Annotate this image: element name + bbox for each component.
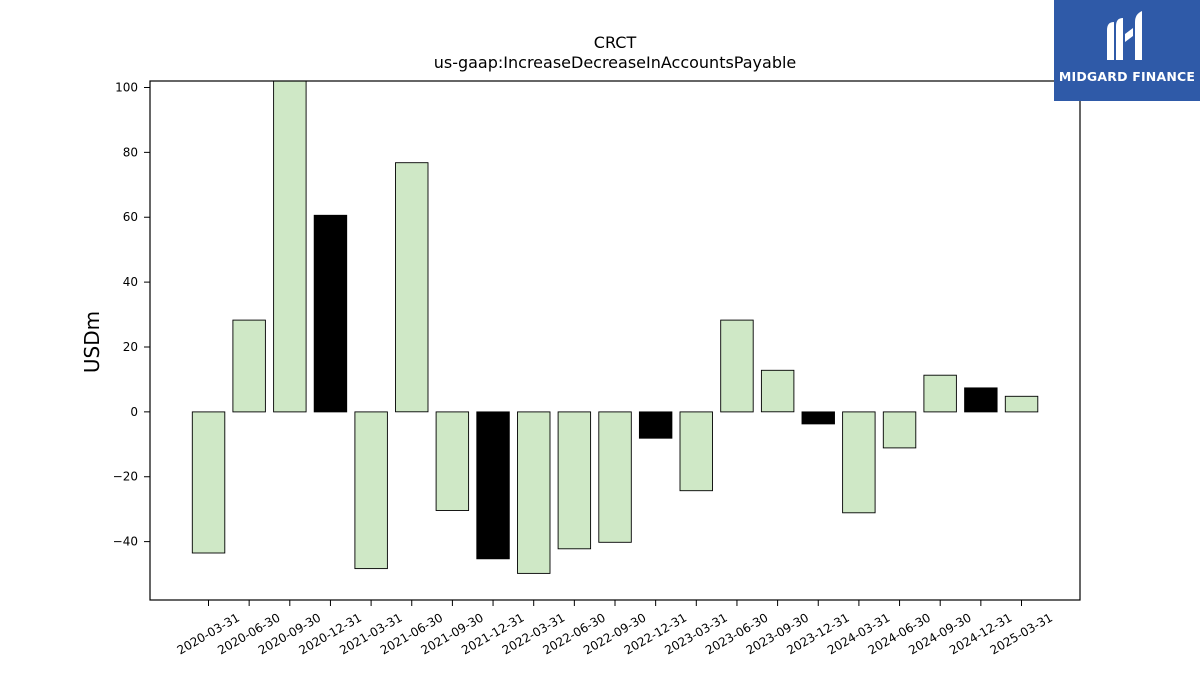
chart-subtitle: us-gaap:IncreaseDecreaseInAccountsPayabl… [434,53,797,72]
y-tick-label: 20 [123,340,138,354]
bar-2020-03-31 [191,411,226,554]
bar-2022-06-30 [557,411,592,550]
bar-2021-06-30 [395,162,429,413]
bar-2023-06-30 [720,319,754,413]
bar-2024-06-30 [882,411,917,449]
y-tick-label: 100 [115,80,138,94]
y-tick-label: 40 [123,275,138,289]
bar-2020-12-31 [313,214,348,413]
logo-text: MIDGARD FINANCE [1058,69,1196,84]
bar-2022-09-30 [598,411,632,543]
bar-2025-03-31 [1004,395,1039,413]
bar-2020-09-30 [273,80,307,413]
y-tick-label: −20 [113,470,138,484]
y-axis-ticks: −40 −20 0 20 40 60 80 100 [113,80,150,549]
plot-frame [149,80,1081,601]
midgard-finance-logo: MIDGARD FINANCE [1054,0,1200,101]
bar-2020-06-30 [232,319,266,413]
chart-title: CRCT [594,33,637,52]
bar-2022-03-31 [517,411,551,574]
x-axis-ticks: 2020-03-312020-06-302020-09-302020-12-31… [175,600,1055,657]
bars [191,80,1039,574]
bar-2021-12-31 [476,411,510,560]
bar-2024-03-31 [842,411,876,514]
midgard-logo-mark-icon [1107,11,1142,60]
y-tick-label: −40 [113,535,138,549]
bar-2024-09-30 [923,374,957,413]
y-tick-label: 60 [123,210,138,224]
bar-2022-12-31 [638,411,673,439]
bar-2021-03-31 [354,411,388,570]
bar-2024-12-31 [964,387,998,413]
y-tick-label: 80 [123,145,138,159]
bar-2021-09-30 [435,411,470,511]
bar-2023-09-30 [760,369,795,413]
bar-2023-12-31 [801,411,835,425]
y-tick-label: 0 [130,405,138,419]
bar-2023-03-31 [679,411,713,492]
y-axis-label: USDm [80,311,104,373]
